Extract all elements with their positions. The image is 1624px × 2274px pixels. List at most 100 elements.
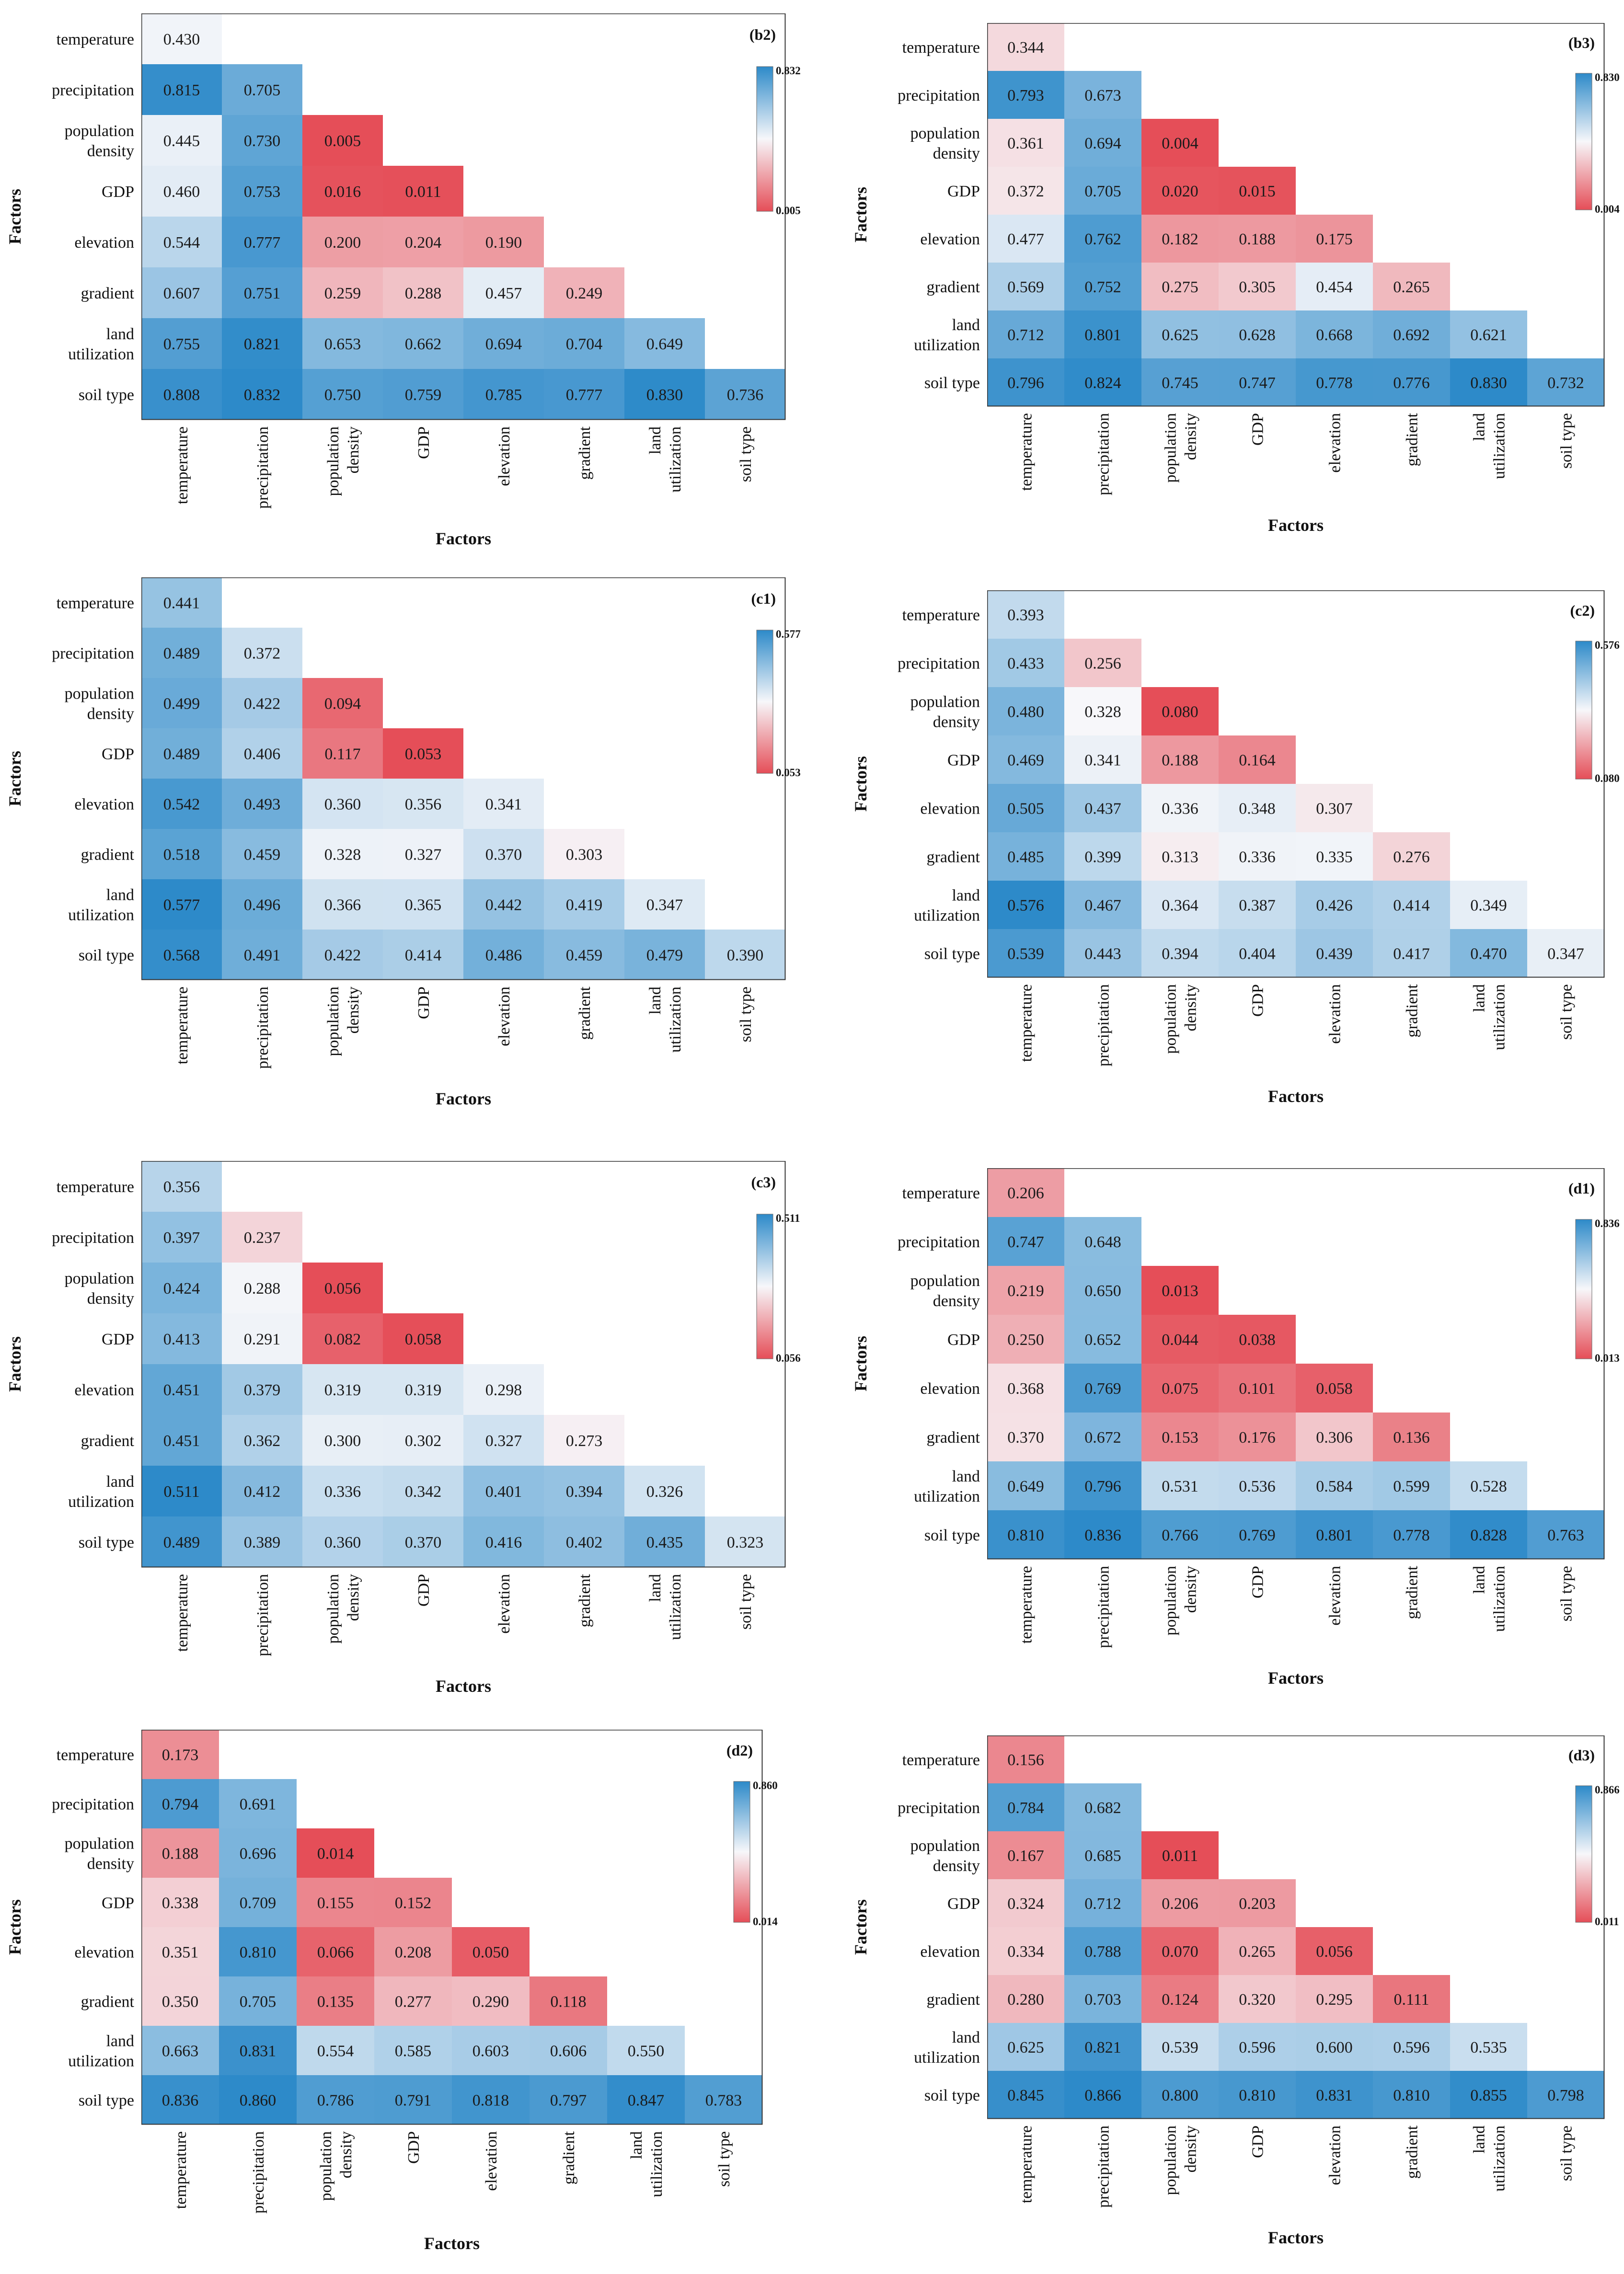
- cell-value-label: 0.625: [1007, 2039, 1044, 2056]
- x-tick-label: gradient: [576, 986, 594, 1040]
- heatmap-cell: [1450, 1510, 1527, 1559]
- heatmap-cell: [1219, 881, 1296, 929]
- x-tick-label: density: [345, 1574, 362, 1621]
- cell-value-label: 0.810: [240, 1943, 276, 1961]
- heatmap-cell: [141, 318, 222, 369]
- y-tick-label: land: [106, 1473, 134, 1491]
- x-tick-label: density: [337, 2131, 355, 2178]
- y-axis-title: Factors: [5, 1336, 24, 1392]
- heatmap-cell: [302, 930, 383, 980]
- cell-value-label: 0.206: [1162, 1895, 1198, 1913]
- cell-value-label: 0.536: [1239, 1478, 1276, 1495]
- cell-value-label: 0.404: [1239, 945, 1276, 963]
- cell-value-label: 0.305: [1239, 278, 1276, 296]
- cell-value-label: 0.075: [1162, 1380, 1198, 1398]
- cell-value-label: 0.491: [244, 946, 281, 964]
- cell-value-label: 0.011: [1162, 1847, 1198, 1865]
- cell-value-label: 0.295: [1316, 1991, 1353, 2009]
- heatmap-cell: [1219, 1461, 1296, 1510]
- heatmap-cell: [987, 1735, 1064, 1783]
- heatmap-cell: [1296, 1364, 1373, 1413]
- cell-value-label: 0.368: [1007, 1380, 1044, 1398]
- heatmap-cell: [141, 217, 222, 267]
- colorbar-min-label: 0.004: [1595, 203, 1620, 215]
- x-tick-label: precipitation: [254, 987, 272, 1069]
- heatmap-cell: [463, 1364, 544, 1415]
- y-tick-label: utilization: [914, 907, 980, 925]
- colorbar: [756, 66, 773, 212]
- heatmap-panel-d2: 0.173 0.794 0.691 0.188 0.696 0.014 0.338 0.709…: [5, 1729, 889, 2271]
- panel-title: (c1): [751, 590, 776, 607]
- cell-value-label: 0.788: [1084, 1943, 1121, 1961]
- y-tick-label: land: [106, 2033, 134, 2050]
- heatmap-cell: [302, 115, 383, 166]
- heatmap-cell: [1064, 1927, 1141, 1975]
- cell-value-label: 0.412: [244, 1483, 281, 1501]
- x-tick-label: precipitation: [1095, 984, 1113, 1067]
- cell-value-label: 0.387: [1239, 896, 1276, 914]
- cell-value-label: 0.607: [163, 285, 200, 302]
- heatmap-cell: [383, 318, 463, 369]
- heatmap-cell: [987, 1315, 1064, 1364]
- heatmap-cell: [1219, 1315, 1296, 1364]
- x-tick-label: soil type: [1558, 413, 1576, 469]
- heatmap-cell: [1219, 1364, 1296, 1413]
- cell-value-label: 0.399: [1084, 848, 1121, 866]
- cell-value-label: 0.066: [317, 1943, 354, 1961]
- heatmap-cell: [141, 115, 222, 166]
- cell-value-label: 0.336: [1162, 800, 1198, 817]
- cell-value-label: 0.390: [727, 946, 764, 964]
- heatmap-cell: [685, 2075, 762, 2125]
- heatmap-cell: [1141, 1975, 1219, 2023]
- cell-value-label: 0.094: [324, 695, 361, 712]
- heatmap-cell: [463, 829, 544, 879]
- heatmap-cell: [1141, 1364, 1219, 1413]
- y-tick-label: GDP: [947, 183, 980, 200]
- y-tick-label: land: [952, 316, 980, 334]
- heatmap-cell: [1296, 1927, 1373, 1975]
- heatmap-cell: [987, 1413, 1064, 1461]
- cell-value-label: 0.082: [324, 1331, 361, 1348]
- y-tick-label: gradient: [81, 1432, 135, 1450]
- panel-title: (c3): [751, 1173, 776, 1191]
- heatmap-cell: [141, 678, 222, 728]
- colorbar: [1575, 641, 1592, 780]
- y-tick-label: population: [910, 693, 980, 711]
- cell-value-label: 0.394: [1162, 945, 1198, 963]
- cell-value-label: 0.750: [324, 386, 361, 404]
- heatmap-cell: [1064, 735, 1141, 784]
- y-tick-label: density: [87, 705, 134, 723]
- heatmap-cell: [1064, 119, 1141, 167]
- cell-value-label: 0.414: [1393, 896, 1430, 914]
- y-tick-label: elevation: [74, 1944, 134, 1962]
- colorbar-max-label: 0.860: [753, 1780, 778, 1792]
- cell-value-label: 0.342: [405, 1483, 442, 1501]
- heatmap-cell: [1219, 1927, 1296, 1975]
- heatmap-cell: [1296, 784, 1373, 832]
- cell-value-label: 0.422: [244, 695, 281, 712]
- x-tick-label: elevation: [1326, 984, 1344, 1044]
- cell-value-label: 0.649: [1007, 1478, 1044, 1495]
- x-tick-label: population: [324, 987, 342, 1056]
- heatmap-panel-d3: 0.156 0.784 0.682 0.167 0.685 0.011 0.324 0.712…: [851, 1735, 1620, 2271]
- heatmap-cell: [374, 2026, 452, 2075]
- heatmap-cell: [1373, 263, 1450, 310]
- x-tick-label: temperature: [1018, 2125, 1036, 2203]
- heatmap-cell: [1373, 1975, 1450, 2023]
- heatmap-cell: [624, 879, 705, 930]
- heatmap-cell: [383, 779, 463, 829]
- heatmap-cell: [1064, 832, 1141, 881]
- heatmap-cell: [1141, 263, 1219, 310]
- y-tick-label: soil type: [924, 945, 980, 963]
- heatmap-cell: [222, 64, 302, 115]
- cell-value-label: 0.413: [163, 1331, 200, 1348]
- cell-value-label: 0.705: [244, 81, 281, 99]
- cell-value-label: 0.496: [244, 896, 281, 914]
- heatmap-cell: [1219, 784, 1296, 832]
- heatmap-cell: [383, 1516, 463, 1567]
- y-tick-label: utilization: [914, 336, 980, 354]
- heatmap-cell: [383, 1313, 463, 1364]
- heatmap-panel-b2: 0.430 0.815 0.705 0.445 0.730 0.005 0.460 0.753…: [5, 13, 889, 564]
- heatmap-cell: [383, 369, 463, 420]
- heatmap-cell: [544, 369, 624, 420]
